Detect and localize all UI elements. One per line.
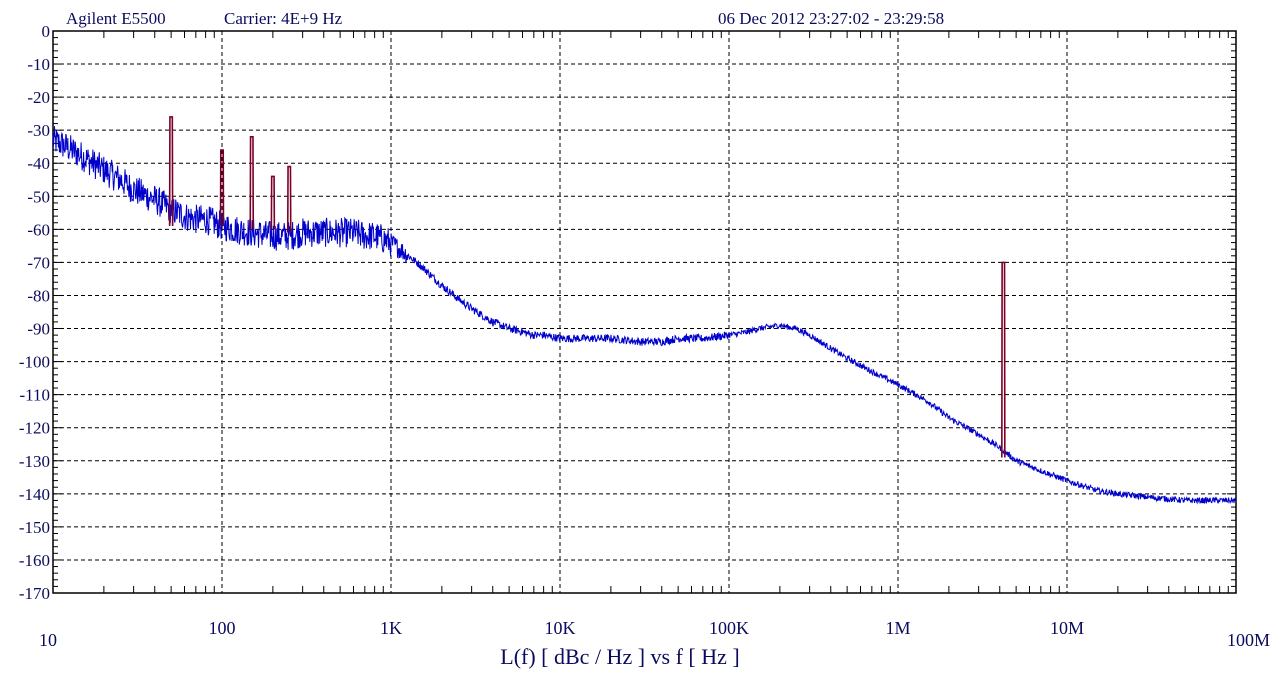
spur-1 bbox=[219, 149, 225, 227]
y-tick-label: -130 bbox=[19, 452, 50, 471]
y-tick-label: -140 bbox=[19, 485, 50, 504]
spur-0 bbox=[168, 116, 174, 227]
x-tick-label: 1M bbox=[885, 618, 910, 638]
x-tick-label: 10K bbox=[545, 618, 576, 638]
spur-5 bbox=[1001, 261, 1006, 458]
y-tick-label: -20 bbox=[27, 88, 50, 107]
y-tick-label: -70 bbox=[27, 253, 50, 272]
axis-ticks bbox=[53, 30, 1236, 594]
x-axis-label: L(f) [ dBc / Hz ] vs f [ Hz ] bbox=[500, 644, 739, 669]
x-tick-label: 1K bbox=[380, 618, 402, 638]
y-tick-label: -60 bbox=[27, 220, 50, 239]
y-tick-label: -150 bbox=[19, 518, 50, 537]
y-tick-label: -170 bbox=[19, 584, 50, 603]
y-tick-label: -160 bbox=[19, 551, 50, 570]
measurement-datetime: 06 Dec 2012 23:27:02 - 23:29:58 bbox=[718, 9, 944, 28]
y-tick-label: -30 bbox=[27, 121, 50, 140]
x-tick-label: 100K bbox=[709, 618, 749, 638]
carrier-frequency: Carrier: 4E+9 Hz bbox=[224, 9, 343, 28]
y-tick-label: -80 bbox=[27, 286, 50, 305]
x-tick-label: 100 bbox=[209, 618, 236, 638]
y-tick-label: -50 bbox=[27, 187, 50, 206]
y-tick-label: -120 bbox=[19, 419, 50, 438]
x-tick-label: 100M bbox=[1227, 630, 1270, 650]
y-tick-label: -10 bbox=[27, 55, 50, 74]
y-tick-label: 0 bbox=[42, 22, 51, 41]
spur-markers bbox=[168, 116, 1006, 458]
y-tick-labels: 0 -10 -20 -30 -40 -50 -60 -70 -80 -90 -100 -110 -120… bbox=[19, 22, 50, 603]
y-tick-label: -40 bbox=[27, 154, 50, 173]
x-tick-label: 10M bbox=[1050, 618, 1084, 638]
instrument-name: Agilent E5500 bbox=[66, 9, 166, 28]
spur-4 bbox=[286, 165, 292, 233]
x-tick-labels: 10 100 1K 10K 100K 1M 10M 100M bbox=[39, 618, 1270, 650]
y-tick-label: -100 bbox=[19, 353, 50, 372]
x-tick-label: 10 bbox=[39, 630, 57, 650]
spur-3 bbox=[270, 175, 276, 230]
spur-2 bbox=[249, 135, 255, 230]
y-tick-label: -110 bbox=[19, 386, 50, 405]
plot-area bbox=[52, 30, 1237, 594]
y-tick-label: -90 bbox=[27, 320, 50, 339]
